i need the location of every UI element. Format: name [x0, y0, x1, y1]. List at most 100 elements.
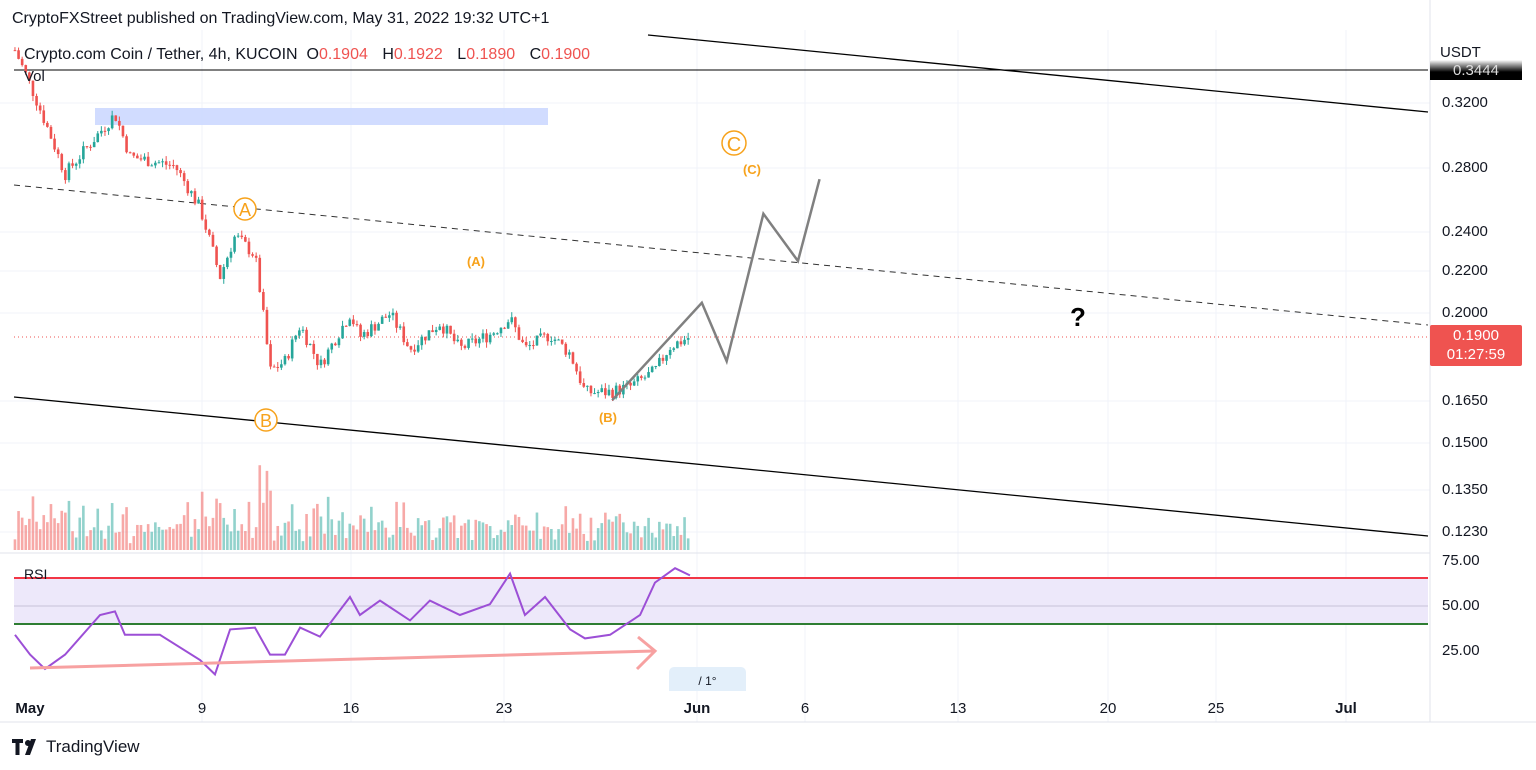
volume-bar	[672, 536, 676, 550]
volume-bar	[161, 529, 164, 550]
candle-body	[532, 345, 535, 347]
volume-bar	[377, 522, 380, 550]
candle-body	[420, 336, 424, 346]
candle-body	[557, 339, 560, 341]
volume-bar	[60, 510, 64, 550]
volume-bar	[366, 531, 370, 550]
volume-bar	[485, 524, 488, 550]
volume-bar	[164, 529, 168, 550]
volume-bar	[658, 521, 661, 550]
candle-body	[388, 315, 391, 318]
candle-body	[157, 162, 161, 164]
volume-bar	[200, 491, 204, 550]
volume-bar	[553, 539, 557, 550]
candle-body	[161, 161, 164, 163]
volume-bar	[154, 522, 157, 550]
volume-bar	[74, 537, 78, 550]
volume-bar	[629, 533, 632, 550]
volume-bar	[596, 528, 600, 550]
volume-bar	[611, 521, 614, 550]
volume-bar	[168, 527, 172, 550]
candle-body	[665, 355, 668, 361]
candle-body	[550, 340, 553, 342]
candle-body	[60, 154, 64, 171]
resistance-zone[interactable]	[95, 108, 548, 125]
candle-body	[150, 165, 154, 167]
volume-bar	[506, 520, 510, 550]
question-mark[interactable]: ?	[1070, 302, 1086, 332]
volume-bar	[503, 531, 506, 550]
candle-body	[416, 345, 420, 352]
volume-bar	[89, 530, 92, 550]
volume-bar	[215, 498, 218, 550]
candle-body	[571, 352, 575, 364]
close-label: C	[529, 46, 542, 63]
candle-body	[456, 339, 460, 342]
current-price-tag: 0.1900 01:27:59	[1430, 325, 1522, 366]
volume-bar	[103, 538, 107, 550]
candle-body	[560, 339, 564, 344]
candle-body	[640, 376, 643, 378]
wave-c-circle[interactable]	[721, 130, 747, 156]
candle-body	[535, 335, 539, 346]
volume-bar	[150, 531, 154, 550]
volume-bar	[283, 522, 287, 550]
close-value: 0.1900	[541, 46, 591, 63]
candle-body	[370, 324, 373, 337]
volume-bar	[197, 529, 200, 550]
volume-bar	[298, 529, 301, 550]
candle-body	[510, 317, 514, 323]
open-label: O	[306, 46, 319, 63]
candle-body	[467, 338, 470, 348]
lower-channel-line[interactable]	[13, 396, 1429, 537]
volume-bar	[416, 518, 420, 550]
rsi-divergence-arrow[interactable]	[29, 635, 658, 671]
candle-body	[17, 50, 20, 59]
time-tick: 13	[949, 700, 967, 717]
candle-body	[125, 136, 128, 153]
volume-bar	[589, 517, 593, 550]
tradingview-logo[interactable]: TradingView	[12, 737, 140, 757]
drawing-tool-popup[interactable]: / 1°	[669, 667, 746, 691]
upper-channel-line[interactable]	[647, 34, 1429, 113]
volume-bar	[226, 524, 229, 550]
volume-bar	[85, 536, 89, 550]
volume-bar	[373, 530, 377, 550]
volume-bar	[337, 520, 341, 550]
rsi-tick: 50.00	[1442, 597, 1480, 614]
volume-bar	[20, 517, 24, 550]
volume-bar	[193, 519, 197, 550]
wave-a-label: A	[239, 200, 251, 220]
wave-c-label: C	[727, 134, 741, 156]
volume-bar	[17, 511, 20, 550]
volume-bar	[110, 503, 114, 550]
wave-paren-c[interactable]: (C)	[743, 162, 761, 177]
volume-bar	[542, 526, 546, 550]
candle-body	[686, 338, 690, 340]
time-tick: May	[15, 700, 45, 717]
candle-body	[283, 355, 287, 365]
volume-bar	[524, 525, 528, 550]
wave-b-circle[interactable]	[254, 408, 278, 432]
volume-bar	[352, 525, 355, 550]
volume-bar	[618, 513, 622, 550]
wave-b-label: B	[260, 411, 272, 431]
wave-a-circle[interactable]	[233, 197, 257, 221]
wave-paren-a[interactable]: (A)	[467, 254, 485, 269]
candle-body	[380, 316, 384, 324]
candle-body	[74, 163, 78, 166]
volume-bar	[326, 496, 330, 550]
candle-body	[305, 329, 308, 345]
candle-body	[521, 339, 524, 343]
projection-path[interactable]	[611, 178, 821, 402]
volume-bar	[233, 509, 236, 550]
wave-paren-b[interactable]: (B)	[599, 410, 617, 425]
open-value: 0.1904	[318, 46, 368, 63]
volume-bar	[42, 515, 46, 550]
volume-bar	[442, 517, 445, 550]
volume-bar	[391, 534, 395, 550]
volume-bar	[121, 514, 125, 550]
volume-label: Vol	[24, 68, 45, 85]
volume-bar	[265, 470, 269, 550]
